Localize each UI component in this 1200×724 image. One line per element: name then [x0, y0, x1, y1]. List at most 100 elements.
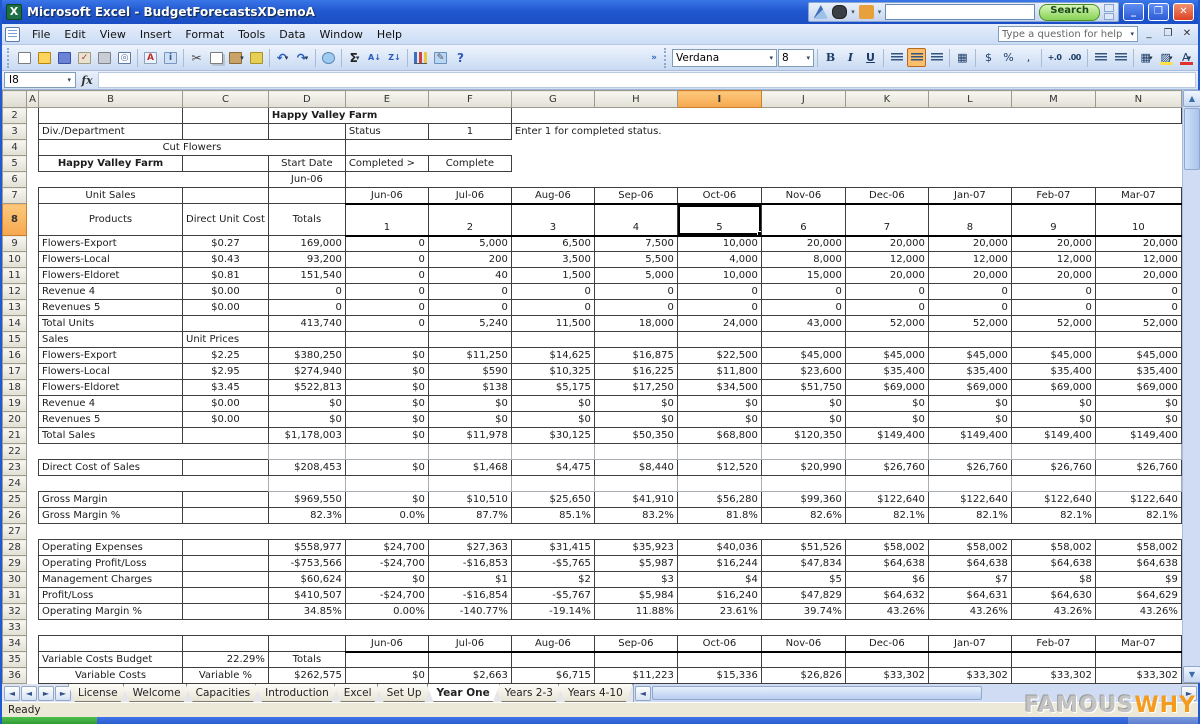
cell[interactable]: $31,415 [510, 539, 595, 556]
cell[interactable]: 12,000 [1010, 251, 1096, 268]
cell[interactable] [676, 331, 762, 348]
cell[interactable] [182, 155, 269, 172]
row-header-35[interactable]: 35 [2, 651, 27, 668]
sheet-tab-year-one[interactable]: Year One [427, 684, 500, 702]
chart-wizard-icon[interactable] [411, 48, 430, 67]
cell[interactable] [760, 331, 846, 348]
cell[interactable]: 0 [1094, 283, 1182, 300]
cell[interactable] [844, 331, 929, 348]
vertical-scrollbar[interactable]: ▲ ▼ [1181, 90, 1200, 683]
cell[interactable]: 0 [510, 299, 595, 316]
addon-extra-buttons[interactable] [1104, 4, 1114, 20]
cell[interactable]: Oct-06 [676, 187, 762, 205]
cell[interactable] [26, 635, 39, 652]
row-header-3[interactable]: 3 [2, 123, 27, 140]
cell[interactable]: Jul-06 [427, 635, 512, 653]
cell[interactable]: $11,978 [427, 427, 512, 444]
currency-button[interactable]: $ [985, 51, 992, 64]
question-box[interactable]: Type a question for help ▾ [998, 26, 1138, 42]
cell[interactable]: -$5,767 [510, 587, 595, 604]
cell[interactable]: 0 [427, 299, 512, 316]
cell[interactable]: Feb-07 [1010, 635, 1096, 653]
cell[interactable] [26, 347, 39, 364]
redo-icon[interactable]: ↷ ▾ [296, 50, 309, 65]
cell[interactable] [1094, 475, 1182, 492]
increase-indent-button[interactable] [1111, 48, 1130, 67]
cell[interactable] [26, 427, 39, 444]
cell[interactable]: $64,638 [844, 555, 929, 572]
scroll-up-icon[interactable]: ▲ [1182, 90, 1200, 107]
open-icon[interactable] [35, 48, 54, 67]
antivirus-addon-icon[interactable] [813, 5, 829, 19]
cell[interactable] [26, 379, 39, 396]
cell[interactable] [593, 651, 678, 668]
column-header-E[interactable]: E [344, 90, 429, 108]
cell[interactable] [182, 459, 269, 476]
select-all-corner[interactable] [2, 90, 27, 108]
bold-button[interactable]: B [825, 51, 836, 64]
cell[interactable]: $149,400 [844, 427, 929, 444]
horizontal-scroll-thumb[interactable] [651, 686, 982, 700]
cell[interactable]: $10,510 [427, 491, 512, 508]
cell[interactable]: $8 [1010, 571, 1096, 588]
cell[interactable] [927, 651, 1012, 668]
cell[interactable]: $0 [344, 411, 429, 428]
column-header-G[interactable]: G [510, 90, 595, 108]
cell[interactable]: Sep-06 [593, 187, 678, 205]
close-button[interactable]: ✕ [1173, 3, 1194, 21]
cell[interactable]: Flowers-Eldoret [38, 379, 183, 396]
cell[interactable] [26, 555, 39, 572]
cell[interactable] [182, 507, 269, 524]
cell[interactable] [760, 651, 846, 668]
cell[interactable] [26, 571, 39, 588]
cell[interactable] [510, 651, 595, 668]
cell[interactable]: $5 [760, 571, 846, 588]
cell[interactable] [593, 331, 678, 348]
doc-close-button[interactable]: ✕ [1182, 27, 1192, 39]
cell[interactable] [676, 443, 762, 460]
row-header-7[interactable]: 7 [2, 187, 27, 204]
cell[interactable]: $4 [676, 571, 762, 588]
scroll-left-icon[interactable]: ◄ [634, 685, 651, 701]
cell[interactable] [844, 443, 929, 460]
cell[interactable]: Enter 1 for completed status. [511, 123, 1182, 140]
cell[interactable]: -$16,854 [427, 587, 512, 604]
cell[interactable] [844, 651, 929, 668]
cell[interactable]: 7 [844, 203, 929, 237]
cell[interactable]: 43.26% [927, 603, 1012, 620]
cell[interactable]: Oct-06 [676, 635, 762, 653]
cell[interactable] [26, 651, 39, 668]
cell[interactable]: Totals [267, 203, 346, 236]
cell[interactable]: Start Date [267, 155, 346, 172]
sheet-tab-introduction[interactable]: Introduction [255, 684, 339, 702]
cell[interactable] [38, 443, 183, 460]
cell[interactable]: $64,632 [844, 587, 929, 604]
row-header-20[interactable]: 20 [2, 411, 27, 428]
cell[interactable]: $0 [344, 491, 429, 508]
permission-icon[interactable]: ✓ [75, 48, 94, 67]
cell[interactable] [26, 507, 39, 524]
row-header-24[interactable]: 24 [2, 475, 27, 492]
cell[interactable]: $50,350 [593, 427, 678, 444]
cell[interactable] [26, 411, 39, 428]
underline-button[interactable]: U [866, 51, 875, 64]
menu-window[interactable]: Window [319, 27, 363, 41]
toolbar-grip[interactable] [7, 47, 11, 68]
cell[interactable]: Variable Costs [38, 667, 183, 684]
cell[interactable]: 52,000 [927, 315, 1012, 332]
cell[interactable] [593, 475, 678, 492]
cell[interactable] [26, 491, 39, 508]
cell[interactable] [267, 475, 346, 492]
cell[interactable]: 5,000 [427, 235, 512, 252]
cell[interactable]: Flowers-Local [38, 251, 183, 268]
cell[interactable]: $26,760 [844, 459, 929, 476]
cell[interactable]: $34,500 [676, 379, 762, 396]
cell[interactable]: $274,940 [267, 363, 346, 380]
cell[interactable]: $45,000 [844, 347, 929, 364]
row-header-11[interactable]: 11 [2, 267, 27, 284]
cell[interactable] [26, 203, 39, 236]
cell[interactable] [182, 571, 269, 588]
messenger-addon-icon[interactable] [832, 5, 848, 19]
cell[interactable]: $68,800 [676, 427, 762, 444]
cell[interactable]: 0 [676, 299, 762, 316]
